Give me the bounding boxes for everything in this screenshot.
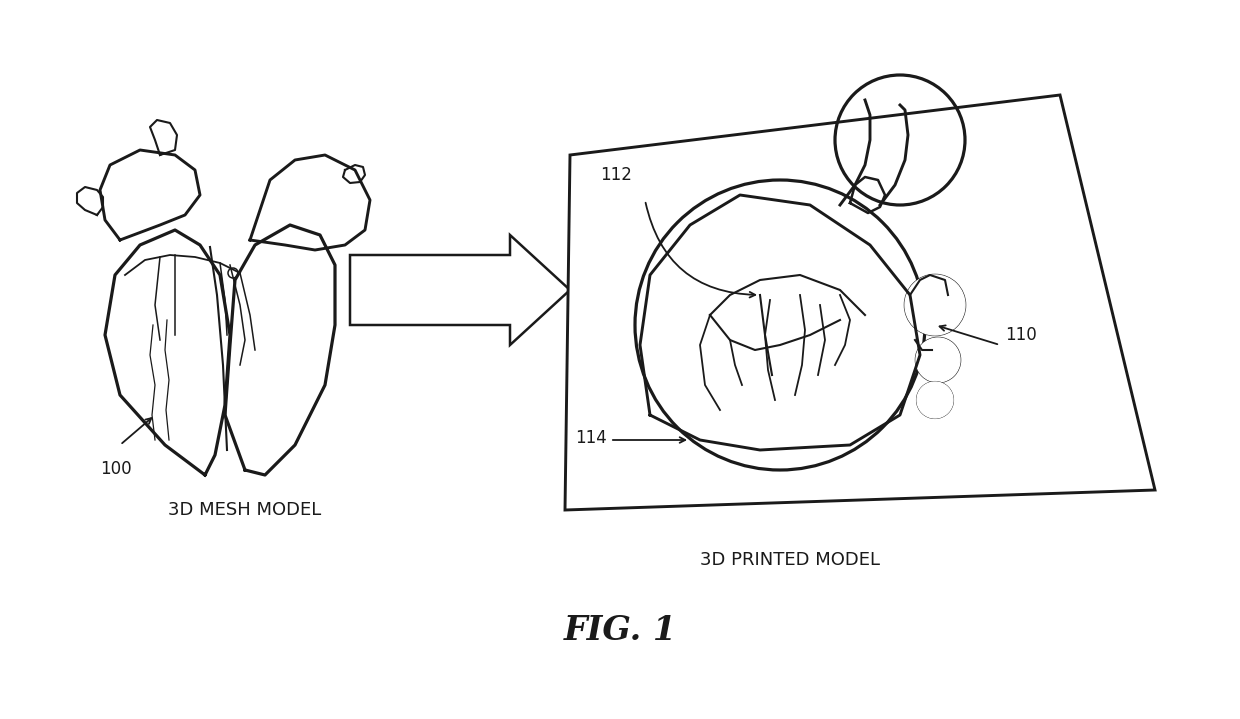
Circle shape: [835, 75, 965, 205]
Text: 100: 100: [100, 460, 131, 478]
Circle shape: [916, 338, 960, 382]
Polygon shape: [350, 235, 570, 345]
Circle shape: [905, 275, 965, 335]
Ellipse shape: [635, 180, 925, 470]
Circle shape: [918, 382, 954, 418]
Text: 3D MESH MODEL: 3D MESH MODEL: [169, 501, 321, 519]
Text: FIG. 1: FIG. 1: [563, 614, 677, 647]
Text: 110: 110: [1004, 326, 1037, 344]
Text: 3D PRINTED MODEL: 3D PRINTED MODEL: [701, 551, 880, 569]
Text: 114: 114: [575, 429, 606, 447]
Text: 112: 112: [600, 166, 632, 184]
Polygon shape: [565, 95, 1154, 510]
